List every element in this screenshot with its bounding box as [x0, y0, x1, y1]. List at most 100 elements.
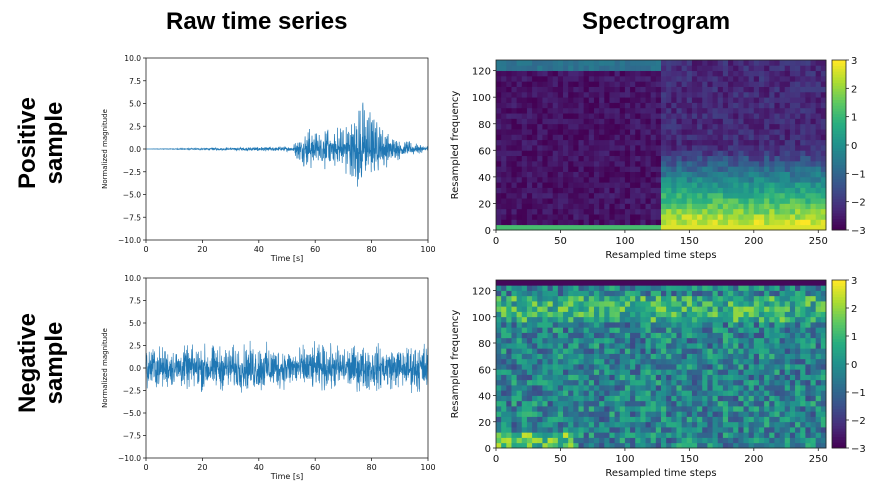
negative-spec-cell	[702, 374, 708, 381]
positive-spec-cell	[557, 166, 564, 172]
positive-spec-cell	[599, 81, 605, 87]
positive-spec-cell	[650, 171, 657, 178]
positive-spec-cell	[557, 150, 564, 157]
positive-spec-cell	[573, 123, 579, 130]
negative-spec-colorbar-segment	[832, 361, 846, 365]
negative-spec-cell	[578, 421, 585, 428]
negative-spec-cell	[542, 421, 548, 428]
positive-spec-cell	[609, 160, 615, 167]
positive-spec-cell	[640, 208, 646, 215]
positive-spec-cell	[511, 160, 518, 167]
positive-spec-cell	[774, 182, 780, 188]
positive-spec-cell	[728, 102, 734, 109]
negative-spec-cell	[588, 343, 595, 349]
positive-spec-cell	[769, 91, 775, 98]
negative-spec-cell	[702, 385, 708, 391]
positive-spec-cell	[532, 113, 538, 119]
positive-spec-cell	[516, 107, 523, 114]
positive-spec-cell	[722, 192, 729, 199]
negative-spec-cell	[614, 442, 621, 449]
positive-ts-ytick-label: 0.0	[129, 145, 141, 154]
negative-spec-cell	[764, 358, 770, 365]
negative-spec-cell	[671, 427, 677, 433]
negative-spec-cell	[568, 322, 574, 328]
negative-spec-cell	[800, 322, 806, 328]
negative-spec-cell	[810, 374, 817, 381]
negative-spec-cell	[640, 437, 646, 444]
positive-spec-cell	[820, 198, 827, 204]
positive-spec-cell	[789, 182, 796, 188]
negative-spec-colorbar-segment	[832, 282, 846, 286]
negative-spec-cell	[795, 327, 801, 333]
negative-spec-cell	[604, 427, 610, 433]
negative-spec-cell	[733, 285, 739, 291]
negative-ts-ytick-label: −7.5	[123, 432, 141, 441]
negative-spec-cell	[619, 285, 626, 291]
positive-spec-cell	[810, 182, 817, 188]
negative-spec-cell	[800, 385, 806, 391]
positive-spec-cell	[691, 171, 698, 178]
negative-spec-cell	[604, 442, 610, 449]
positive-spec-cell	[753, 139, 760, 146]
positive-spec-cell	[516, 134, 523, 141]
positive-spec-cell	[784, 102, 791, 109]
positive-spec-cell	[645, 81, 652, 87]
positive-spec-cell	[599, 166, 605, 172]
positive-spec-cell	[537, 81, 543, 87]
positive-spec-cell	[537, 102, 543, 109]
positive-spec-cell	[593, 91, 600, 98]
negative-spec-cell	[609, 332, 615, 339]
positive-spec-cell	[774, 176, 780, 183]
positive-spec-cell	[733, 107, 739, 114]
positive-spec-cell	[516, 65, 523, 72]
negative-spec-cell	[599, 437, 605, 444]
positive-spec-cell	[686, 65, 693, 72]
positive-spec-cell	[630, 150, 636, 157]
negative-spec-cell	[712, 290, 719, 297]
negative-spec-cell	[784, 285, 791, 291]
positive-spec-cell	[650, 102, 657, 109]
negative-spec-cell	[542, 332, 548, 339]
negative-spec-cell	[764, 332, 770, 339]
negative-spec-cell	[532, 400, 538, 407]
negative-spec-cell	[614, 432, 621, 438]
positive-spec-cell	[588, 187, 595, 194]
positive-spec-cell	[650, 134, 657, 141]
negative-spec-cell	[707, 369, 713, 375]
positive-spec-cell	[661, 139, 667, 146]
negative-spec-cell	[645, 379, 652, 386]
negative-spec-cell	[506, 322, 512, 328]
negative-spec-cell	[712, 416, 719, 423]
positive-spec-cell	[599, 160, 605, 167]
positive-spec-cell	[743, 102, 750, 109]
positive-spec-cell	[681, 214, 688, 220]
positive-spec-cell	[671, 75, 677, 82]
positive-spec-cell	[619, 139, 626, 146]
negative-spec-cell	[666, 280, 672, 286]
positive-spec-cell	[733, 192, 739, 199]
positive-spec-cell	[686, 166, 693, 172]
negative-spec-cell	[578, 416, 585, 423]
positive-spec-cell	[645, 70, 652, 77]
positive-spec-cell	[650, 81, 657, 87]
positive-spec-cell	[661, 102, 667, 109]
positive-spec-cell	[753, 70, 760, 77]
positive-spec-cell	[496, 134, 502, 141]
negative-spec-cell	[805, 411, 811, 417]
negative-spec-heatmap-cells	[496, 280, 827, 449]
negative-spec-cell	[728, 306, 734, 312]
positive-spec-cell	[630, 118, 636, 125]
positive-spec-cell	[671, 208, 677, 215]
positive-spec-cell	[593, 123, 600, 130]
negative-spec-cell	[779, 316, 786, 323]
positive-spec-cell	[609, 192, 615, 199]
negative-spec-colorbar-segment	[832, 336, 846, 340]
negative-spec-cell	[588, 400, 595, 407]
positive-spec-cell	[661, 214, 667, 220]
negative-spec-cell	[547, 437, 554, 444]
positive-spec-cell	[815, 198, 822, 204]
negative-spec-cell	[521, 311, 528, 318]
positive-spec-cell	[604, 91, 610, 98]
negative-spec-cell	[707, 358, 713, 365]
positive-spec-cell	[563, 102, 569, 109]
